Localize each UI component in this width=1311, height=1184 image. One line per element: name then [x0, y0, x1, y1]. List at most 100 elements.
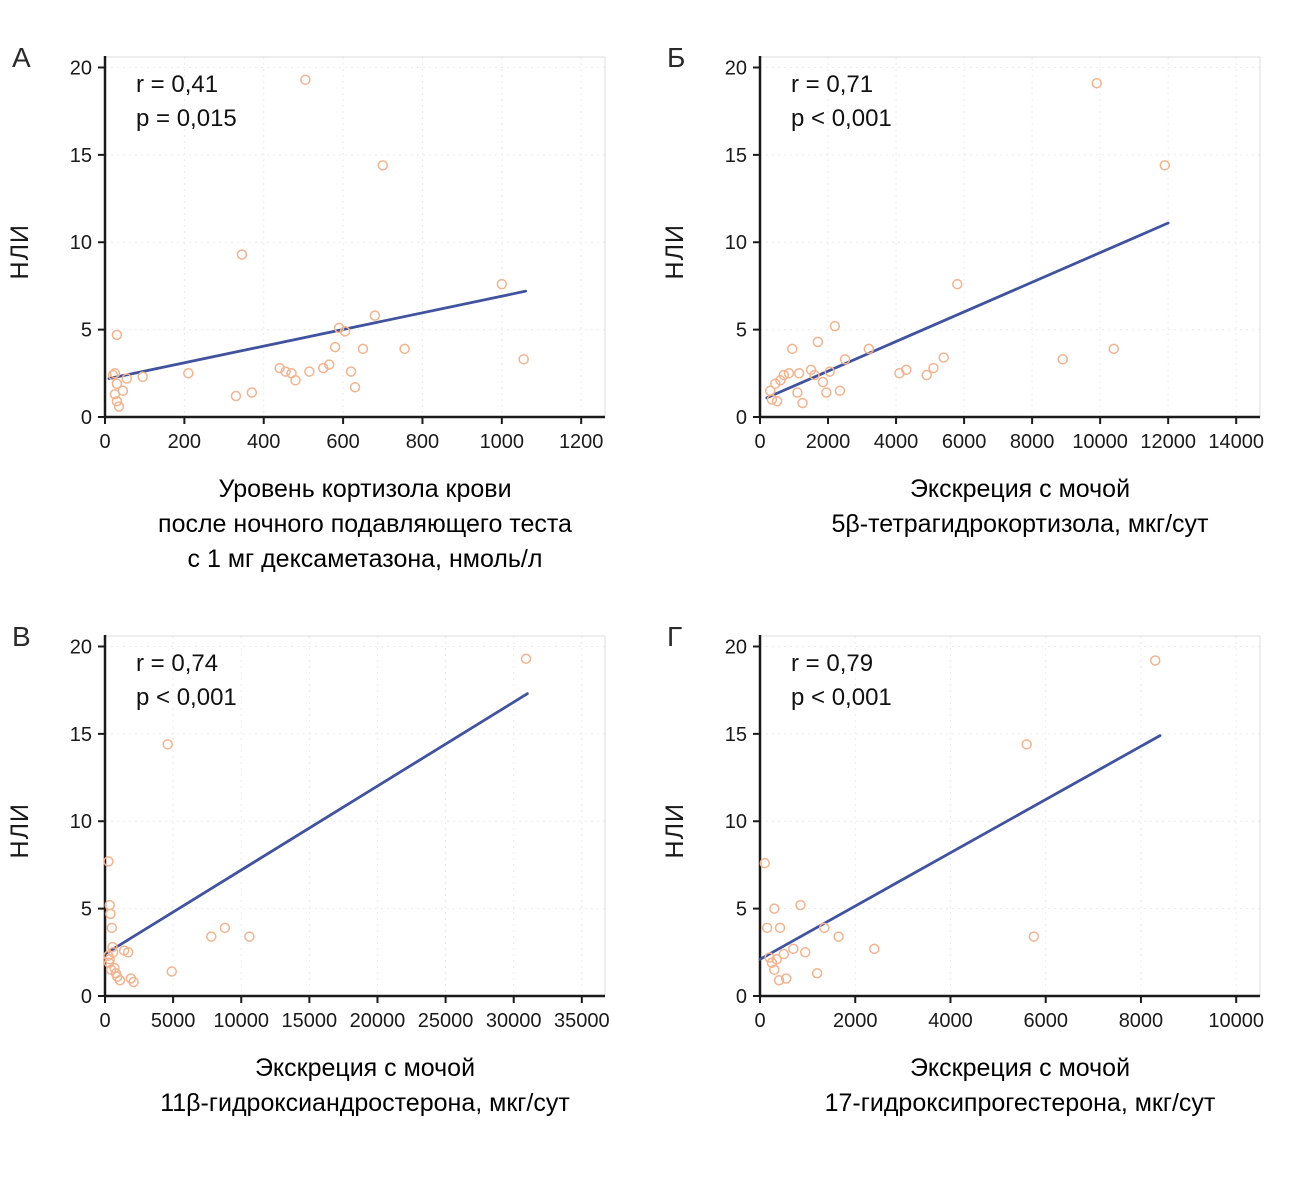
plot-row: НЛИ 0 200 400 600 800 1000 1200 0 5 10 15 20 r = 0,… [0, 42, 655, 462]
scatter-chart-b: 0 2000 4000 6000 8000 10000 12000 14000 0 5 10 15 20 [725, 56, 1264, 453]
data-point [1149, 655, 1161, 666]
x-tick-label: 8000 [1119, 1010, 1164, 1032]
x-tick-label: 1000 [480, 431, 525, 453]
data-point [349, 382, 361, 393]
x-tick-label: 2000 [806, 431, 851, 453]
data-point [113, 401, 125, 412]
data-point [290, 375, 301, 386]
y-axis-label: НЛИ [660, 803, 689, 859]
x-tick-label: 12000 [1140, 431, 1196, 453]
x-axis-caption-g: Экскреция с мочой 17-гидроксипрогестерон… [824, 1054, 1216, 1117]
stats-annotation-b: r = 0,71 p < 0,001 [791, 71, 892, 132]
trend-line [758, 734, 1162, 961]
data-point [780, 973, 792, 984]
y-tick-label: 0 [81, 986, 92, 1008]
panel-letter-a: А [12, 42, 31, 73]
data-point [952, 278, 963, 290]
data-point [104, 899, 116, 911]
data-point [520, 653, 532, 664]
plot-row: НЛИ 0 2000 4000 6000 8000 10000 12000 14000 0 5 10… [655, 42, 1311, 462]
data-point [869, 943, 880, 955]
panel-v: В НЛИ 0 5000 10000 15000 20000 25000 30000 3500… [0, 613, 655, 1121]
y-tick-label: 15 [70, 724, 92, 746]
panel-g: Г НЛИ 0 2000 4000 6000 8000 10000 0 5 10 15 20 r =… [655, 613, 1311, 1121]
data-point [323, 359, 335, 370]
data-point [107, 941, 118, 953]
trend-line [765, 221, 1170, 400]
data-point [834, 385, 846, 397]
x-tick-label: 5000 [151, 1010, 196, 1032]
data-point [230, 390, 242, 402]
x-tick-label: 35000 [554, 1010, 610, 1032]
figure-grid: А НЛИ 0 200 400 600 800 1000 1200 0 5 10 15 20 r = … [0, 34, 1311, 1121]
data-point [1159, 160, 1171, 171]
data-point [304, 366, 315, 377]
data-point [788, 943, 799, 955]
stats-annotation-g: r = 0,79 p < 0,001 [791, 650, 892, 711]
data-point [778, 948, 790, 960]
data-point [106, 922, 118, 934]
x-axis-caption-a: Уровень кортизола крови после ночного по… [158, 475, 572, 573]
stats-annotation-a: r = 0,41 p = 0,015 [136, 71, 237, 132]
data-point [518, 354, 529, 365]
x-tick-label: 10000 [1072, 431, 1128, 453]
x-tick-label: 6000 [1023, 1010, 1068, 1032]
data-point [111, 396, 123, 407]
x-tick-label: 8000 [1010, 431, 1055, 453]
x-tick-label: 2000 [833, 1010, 878, 1032]
plot-row: НЛИ 0 2000 4000 6000 8000 10000 0 5 10 15 20 r = 0… [655, 621, 1311, 1041]
data-point [1057, 354, 1068, 365]
x-tick-label: 0 [754, 431, 765, 453]
data-point [318, 362, 329, 374]
data-point [921, 369, 932, 381]
x-tick-label: 10000 [1208, 1010, 1264, 1032]
y-tick-label: 5 [736, 899, 747, 921]
chart-area-b: 0 2000 4000 6000 8000 10000 12000 14000 0 5 10 15 20… [695, 42, 1275, 462]
data-point [280, 366, 291, 377]
x-tick-label: 0 [754, 1010, 765, 1032]
data-point [766, 394, 778, 405]
data-point [103, 856, 114, 867]
data-point [775, 375, 786, 386]
data-point [333, 322, 345, 334]
data-point [1028, 931, 1040, 942]
y-axis-label: НЛИ [5, 224, 34, 280]
data-point [121, 373, 133, 384]
x-tick-label: 4000 [874, 431, 919, 453]
y-tick-label: 20 [70, 636, 92, 658]
x-tick-label: 1200 [559, 431, 604, 453]
data-point [787, 343, 798, 355]
x-tick-label: 6000 [942, 431, 987, 453]
x-tick-label: 25000 [418, 1010, 474, 1032]
y-tick-label: 20 [70, 57, 92, 79]
x-tick-label: 14000 [1208, 431, 1264, 453]
x-tick-label: 0 [99, 431, 110, 453]
data-point [107, 369, 119, 381]
data-point [109, 368, 121, 379]
y-tick-label: 0 [736, 407, 747, 429]
x-tick-label: 0 [99, 1010, 110, 1032]
y-tick-label: 10 [725, 232, 747, 254]
data-point [774, 922, 786, 934]
data-point [811, 968, 823, 979]
data-point [399, 343, 410, 355]
y-tick-label: 5 [736, 320, 747, 342]
data-point [219, 922, 231, 934]
data-point [103, 957, 115, 969]
data-point [797, 397, 808, 409]
data-point [162, 739, 173, 750]
data-point [122, 947, 134, 958]
panel-letter-g: Г [667, 621, 683, 652]
data-point [821, 387, 832, 398]
data-point [339, 326, 351, 337]
data-point [137, 371, 148, 383]
data-point [496, 278, 508, 290]
data-point [778, 369, 790, 381]
chart-area-g: 0 2000 4000 6000 8000 10000 0 5 10 15 20 r = 0,79 … [695, 621, 1275, 1041]
x-tick-label: 10000 [213, 1010, 269, 1032]
data-point [817, 376, 829, 388]
data-point [764, 952, 775, 963]
data-point [833, 931, 844, 942]
data-point [246, 387, 258, 398]
data-point [300, 74, 311, 85]
